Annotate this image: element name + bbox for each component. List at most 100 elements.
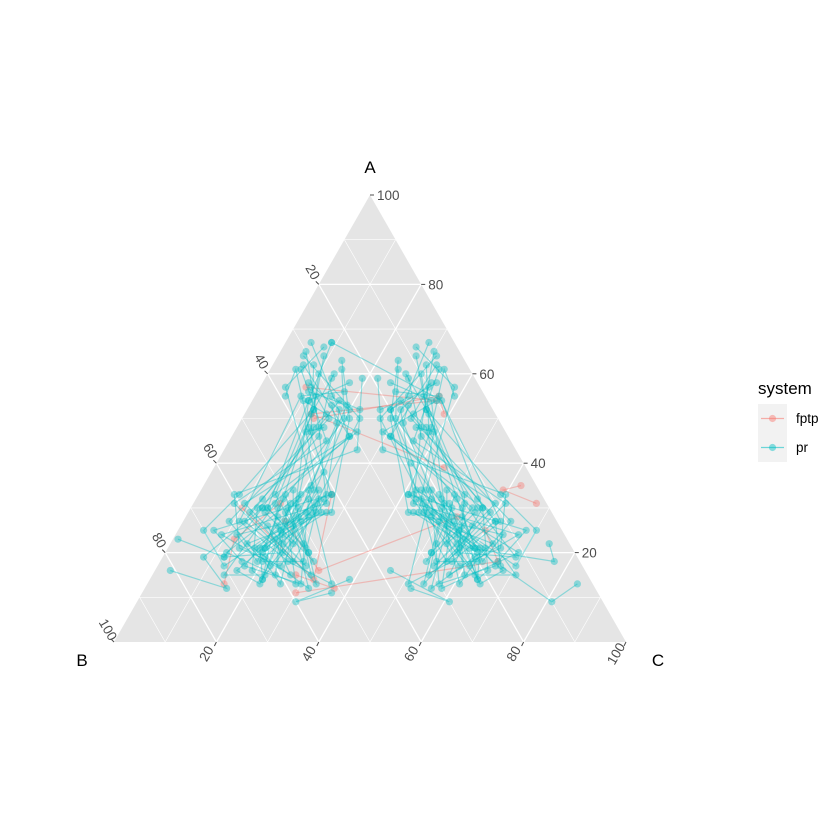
data-point-pr	[167, 567, 174, 574]
data-point-pr	[413, 424, 420, 431]
data-point-pr	[395, 366, 402, 373]
data-point-pr	[359, 375, 366, 382]
legend-key-pr-point	[769, 444, 776, 451]
tick-label-c-20: 20	[196, 643, 217, 664]
data-point-pr	[387, 567, 394, 574]
data-point-pr	[308, 339, 315, 346]
data-point-pr	[226, 518, 233, 525]
data-point-pr	[318, 509, 325, 516]
data-point-pr	[405, 491, 412, 498]
tick-mark-b-80	[162, 550, 165, 553]
data-point-pr	[313, 580, 320, 587]
data-point-pr	[328, 491, 335, 498]
tick-label-c-60: 60	[401, 643, 422, 664]
data-point-pr	[295, 513, 302, 520]
data-point-pr	[331, 370, 338, 377]
data-point-pr	[497, 562, 504, 569]
data-point-pr	[259, 576, 266, 583]
data-point-pr	[221, 562, 228, 569]
legend-label-pr: pr	[796, 440, 809, 455]
data-point-pr	[264, 522, 271, 529]
data-point-pr	[379, 428, 386, 435]
data-point-pr	[354, 428, 361, 435]
data-point-pr	[407, 460, 414, 467]
data-point-pr	[221, 554, 228, 561]
data-point-pr	[474, 576, 481, 583]
data-point-pr	[502, 500, 509, 507]
tick-label-c-40: 40	[299, 643, 320, 664]
tick-mark-c-80	[522, 642, 524, 646]
tick-label-b-80: 80	[149, 530, 170, 551]
data-point-pr	[279, 495, 286, 502]
data-point-pr	[174, 536, 181, 543]
data-point-pr	[453, 495, 460, 502]
data-point-pr	[308, 571, 315, 578]
data-point-pr	[221, 571, 228, 578]
data-point-pr	[448, 513, 455, 520]
tick-label-a-40: 40	[531, 456, 546, 471]
legend-item-fptp: fptp	[758, 404, 819, 433]
legend: system fptp pr	[758, 379, 819, 462]
data-point-pr	[231, 491, 238, 498]
data-point-pr	[446, 598, 453, 605]
data-point-pr	[328, 402, 335, 409]
data-point-fptp	[292, 589, 299, 596]
tick-label-b-60: 60	[200, 441, 221, 462]
data-point-pr	[443, 486, 450, 493]
data-point-pr	[282, 509, 289, 516]
data-point-pr	[323, 500, 330, 507]
data-point-pr	[433, 379, 440, 386]
data-point-pr	[413, 486, 420, 493]
legend-key-fptp-point	[769, 415, 776, 422]
tick-mark-c-60	[419, 642, 421, 646]
data-point-pr	[308, 410, 315, 417]
data-point-pr	[413, 352, 420, 359]
data-point-pr	[287, 571, 294, 578]
data-point-pr	[259, 504, 266, 511]
data-point-pr	[300, 397, 307, 404]
data-point-pr	[425, 339, 432, 346]
data-point-pr	[354, 446, 361, 453]
data-point-pr	[433, 558, 440, 565]
data-point-pr	[328, 339, 335, 346]
data-point-pr	[374, 375, 381, 382]
data-point-pr	[302, 348, 309, 355]
data-point-pr	[308, 482, 315, 489]
data-point-pr	[315, 433, 322, 440]
data-point-pr	[418, 433, 425, 440]
data-point-pr	[387, 406, 394, 413]
legend-item-pr: pr	[758, 433, 809, 462]
data-point-pr	[300, 558, 307, 565]
axis-title-c: C	[652, 651, 664, 670]
data-point-pr	[433, 540, 440, 547]
data-point-pr	[425, 410, 432, 417]
data-point-pr	[346, 379, 353, 386]
data-point-pr	[231, 500, 238, 507]
tick-mark-c-40	[317, 642, 319, 646]
data-point-pr	[502, 491, 509, 498]
tick-label-b-20: 20	[302, 262, 323, 283]
data-point-pr	[405, 402, 412, 409]
data-point-pr	[546, 540, 553, 547]
data-point-pr	[466, 545, 473, 552]
data-point-pr	[479, 504, 486, 511]
data-point-pr	[512, 562, 519, 569]
data-point-pr	[290, 486, 297, 493]
data-point-pr	[218, 531, 225, 538]
data-point-pr	[305, 388, 312, 395]
data-point-pr	[430, 348, 437, 355]
data-point-pr	[446, 571, 453, 578]
data-point-pr	[338, 366, 345, 373]
data-point-pr	[438, 513, 445, 520]
data-point-pr	[223, 585, 230, 592]
legend-label-fptp: fptp	[796, 411, 819, 426]
data-point-pr	[402, 370, 409, 377]
data-point-fptp	[533, 500, 540, 507]
data-point-pr	[410, 500, 417, 507]
data-point-pr	[423, 558, 430, 565]
data-point-pr	[453, 531, 460, 538]
tick-mark-b-20	[316, 281, 319, 284]
data-point-pr	[292, 580, 299, 587]
tick-mark-b-40	[265, 371, 268, 374]
